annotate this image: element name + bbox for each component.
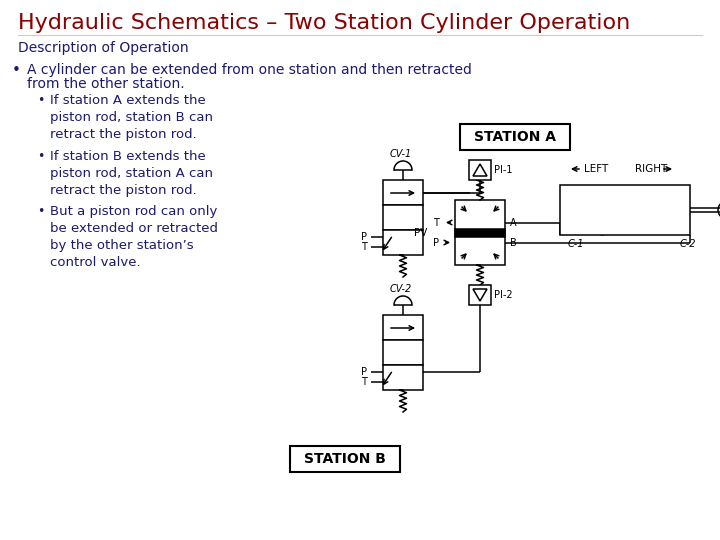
Bar xyxy=(469,285,491,305)
Text: •: • xyxy=(37,94,45,107)
Text: C-2: C-2 xyxy=(680,239,696,249)
Text: If station B extends the
piston rod, station A can
retract the piston rod.: If station B extends the piston rod, sta… xyxy=(50,150,213,197)
Text: PI-2: PI-2 xyxy=(494,290,513,300)
Text: P: P xyxy=(433,238,439,247)
Text: PV: PV xyxy=(413,227,427,238)
Bar xyxy=(383,180,423,205)
Text: But a piston rod can only
be extended or retracted
by the other station’s
contro: But a piston rod can only be extended or… xyxy=(50,205,218,269)
Text: C-1: C-1 xyxy=(568,239,585,249)
Text: A cylinder can be extended from one station and then retracted: A cylinder can be extended from one stat… xyxy=(27,63,472,77)
Text: CV-1: CV-1 xyxy=(390,149,412,159)
Text: P: P xyxy=(361,232,367,242)
Bar xyxy=(383,340,423,365)
Text: A: A xyxy=(510,218,517,227)
Bar xyxy=(455,228,505,237)
Text: CV-2: CV-2 xyxy=(390,284,412,294)
Text: LEFT: LEFT xyxy=(584,164,608,174)
Bar xyxy=(383,205,423,230)
Text: PI-1: PI-1 xyxy=(494,165,513,175)
Bar xyxy=(290,446,400,472)
Text: P: P xyxy=(361,367,367,377)
Bar xyxy=(383,365,423,390)
Text: If station A extends the
piston rod, station B can
retract the piston rod.: If station A extends the piston rod, sta… xyxy=(50,94,213,141)
Text: RIGHT: RIGHT xyxy=(635,164,667,174)
Bar xyxy=(383,230,423,255)
Bar xyxy=(460,124,570,150)
Text: Hydraulic Schematics – Two Station Cylinder Operation: Hydraulic Schematics – Two Station Cylin… xyxy=(18,13,630,33)
Bar xyxy=(455,200,505,265)
Bar xyxy=(560,185,690,235)
Text: STATION B: STATION B xyxy=(304,452,386,466)
Text: Description of Operation: Description of Operation xyxy=(18,41,189,55)
Text: T: T xyxy=(433,218,439,227)
Text: B: B xyxy=(510,238,517,247)
Text: T: T xyxy=(361,377,367,387)
Text: •: • xyxy=(12,63,21,78)
Text: STATION A: STATION A xyxy=(474,130,556,144)
Text: •: • xyxy=(37,150,45,163)
Text: T: T xyxy=(361,242,367,252)
Text: •: • xyxy=(37,205,45,218)
Bar xyxy=(469,160,491,180)
Bar xyxy=(383,315,423,340)
Text: from the other station.: from the other station. xyxy=(27,77,184,91)
